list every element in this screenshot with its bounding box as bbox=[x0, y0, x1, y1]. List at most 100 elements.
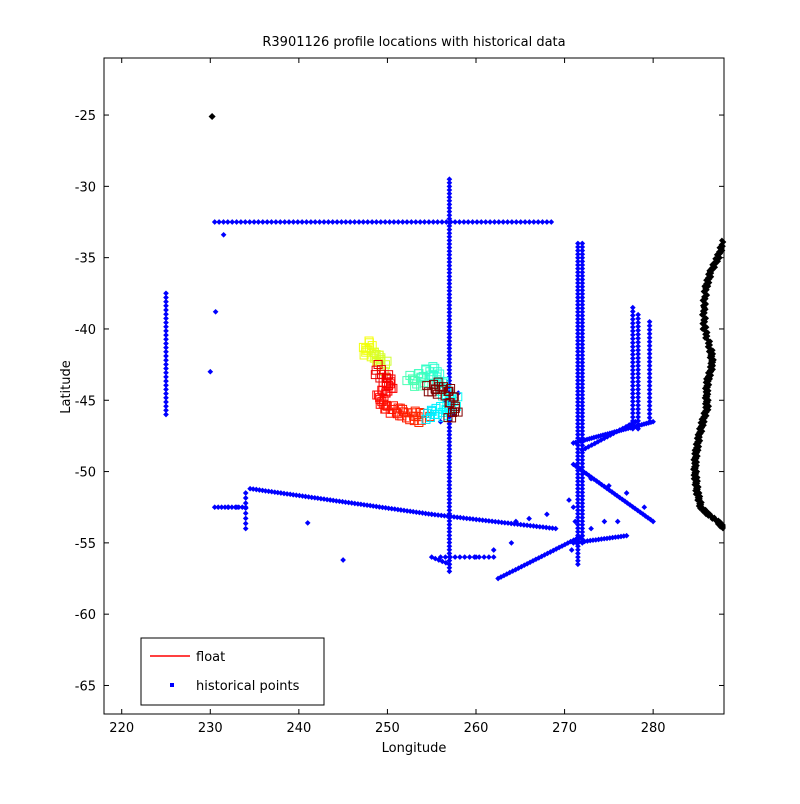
historical-point bbox=[522, 219, 528, 225]
historical-point bbox=[579, 478, 586, 485]
historical-point bbox=[446, 331, 453, 337]
historical-point bbox=[303, 219, 310, 225]
historical-point bbox=[446, 528, 453, 535]
historical-point bbox=[222, 504, 228, 511]
historical-point bbox=[466, 554, 473, 560]
historical-point bbox=[635, 339, 641, 346]
historical-point bbox=[579, 500, 586, 507]
historical-point bbox=[446, 302, 453, 308]
historical-point bbox=[446, 334, 453, 341]
historical-point bbox=[446, 532, 453, 539]
historical-point bbox=[163, 374, 169, 380]
float-profile-point bbox=[408, 375, 418, 385]
historical-point bbox=[635, 394, 641, 401]
historical-point bbox=[579, 330, 586, 337]
historical-point bbox=[579, 431, 586, 438]
historical-point bbox=[579, 482, 586, 488]
historical-point bbox=[601, 518, 608, 525]
historical-point bbox=[635, 370, 641, 377]
historical-point bbox=[646, 330, 653, 337]
historical-point bbox=[544, 511, 550, 518]
historical-point bbox=[446, 356, 453, 362]
historical-point bbox=[526, 515, 532, 522]
historical-point bbox=[575, 341, 581, 348]
historical-point bbox=[579, 532, 586, 539]
historical-point bbox=[646, 370, 653, 377]
historical-point bbox=[163, 340, 169, 347]
historical-point bbox=[465, 219, 472, 225]
historical-point bbox=[481, 554, 487, 560]
float-profile-point bbox=[385, 379, 395, 389]
historical-point bbox=[579, 283, 586, 290]
axis-ticks: 220 230 240 250 260 270 280 -25 -30 -35 -40 -45 -50 -… bbox=[75, 58, 724, 736]
y-tick-label: -50 bbox=[75, 466, 96, 481]
historical-point bbox=[575, 406, 581, 413]
historical-point bbox=[446, 428, 453, 434]
historical-point bbox=[446, 190, 453, 197]
historical-point bbox=[623, 490, 630, 496]
historical-point bbox=[446, 233, 453, 240]
historical-point bbox=[509, 219, 515, 225]
y-tick-label: -35 bbox=[75, 252, 96, 267]
historical-point bbox=[446, 482, 453, 488]
historical-point bbox=[575, 251, 581, 258]
historical-point bbox=[629, 394, 636, 401]
historical-point bbox=[635, 374, 641, 381]
historical-point bbox=[575, 391, 581, 398]
historical-point bbox=[446, 327, 453, 334]
historical-point bbox=[446, 345, 453, 352]
historical-point bbox=[635, 362, 641, 369]
historical-point bbox=[575, 417, 581, 423]
float-profile-point bbox=[375, 399, 385, 409]
historical-point bbox=[446, 359, 453, 366]
historical-point bbox=[575, 377, 581, 384]
historical-point bbox=[629, 304, 636, 311]
historical-point bbox=[575, 554, 581, 560]
historical-point bbox=[575, 453, 581, 459]
historical-point bbox=[575, 561, 581, 568]
float-profile-point bbox=[432, 372, 442, 382]
historical-point bbox=[242, 500, 249, 506]
historical-point bbox=[163, 332, 169, 338]
historical-point bbox=[446, 446, 453, 452]
historical-point bbox=[446, 539, 453, 546]
historical-point bbox=[530, 219, 537, 225]
historical-point bbox=[579, 291, 586, 297]
historical-point bbox=[635, 351, 641, 357]
historical-point bbox=[446, 287, 453, 294]
historical-point bbox=[575, 521, 581, 528]
historical-point bbox=[163, 390, 169, 397]
historical-point bbox=[635, 390, 641, 397]
historical-point bbox=[316, 219, 323, 225]
historical-point bbox=[579, 384, 586, 391]
historical-point bbox=[629, 367, 636, 373]
historical-point bbox=[446, 500, 453, 506]
historical-point bbox=[575, 244, 581, 250]
historical-point bbox=[364, 219, 371, 225]
historical-point bbox=[579, 345, 586, 351]
historical-point bbox=[579, 366, 586, 373]
historical-point bbox=[646, 386, 653, 393]
historical-point bbox=[575, 373, 581, 380]
float-profile-point bbox=[373, 360, 383, 369]
historical-point bbox=[163, 302, 169, 309]
historical-point bbox=[629, 308, 636, 315]
historical-point bbox=[457, 554, 463, 560]
float-profile-point bbox=[443, 386, 453, 396]
historical-point bbox=[575, 262, 581, 268]
historical-point bbox=[446, 309, 453, 316]
historical-point bbox=[579, 305, 586, 312]
historical-point bbox=[575, 287, 581, 294]
historical-point bbox=[579, 356, 586, 362]
historical-point bbox=[650, 518, 656, 525]
historical-point bbox=[629, 414, 636, 420]
y-tick-label: -25 bbox=[75, 109, 96, 124]
historical-point bbox=[290, 219, 297, 225]
historical-point bbox=[575, 399, 581, 405]
historical-point bbox=[487, 219, 493, 225]
historical-point bbox=[575, 557, 581, 564]
x-tick-label: 250 bbox=[375, 721, 400, 736]
chart-title: R3901126 profile locations with historic… bbox=[262, 35, 565, 50]
historical-point bbox=[268, 219, 275, 225]
